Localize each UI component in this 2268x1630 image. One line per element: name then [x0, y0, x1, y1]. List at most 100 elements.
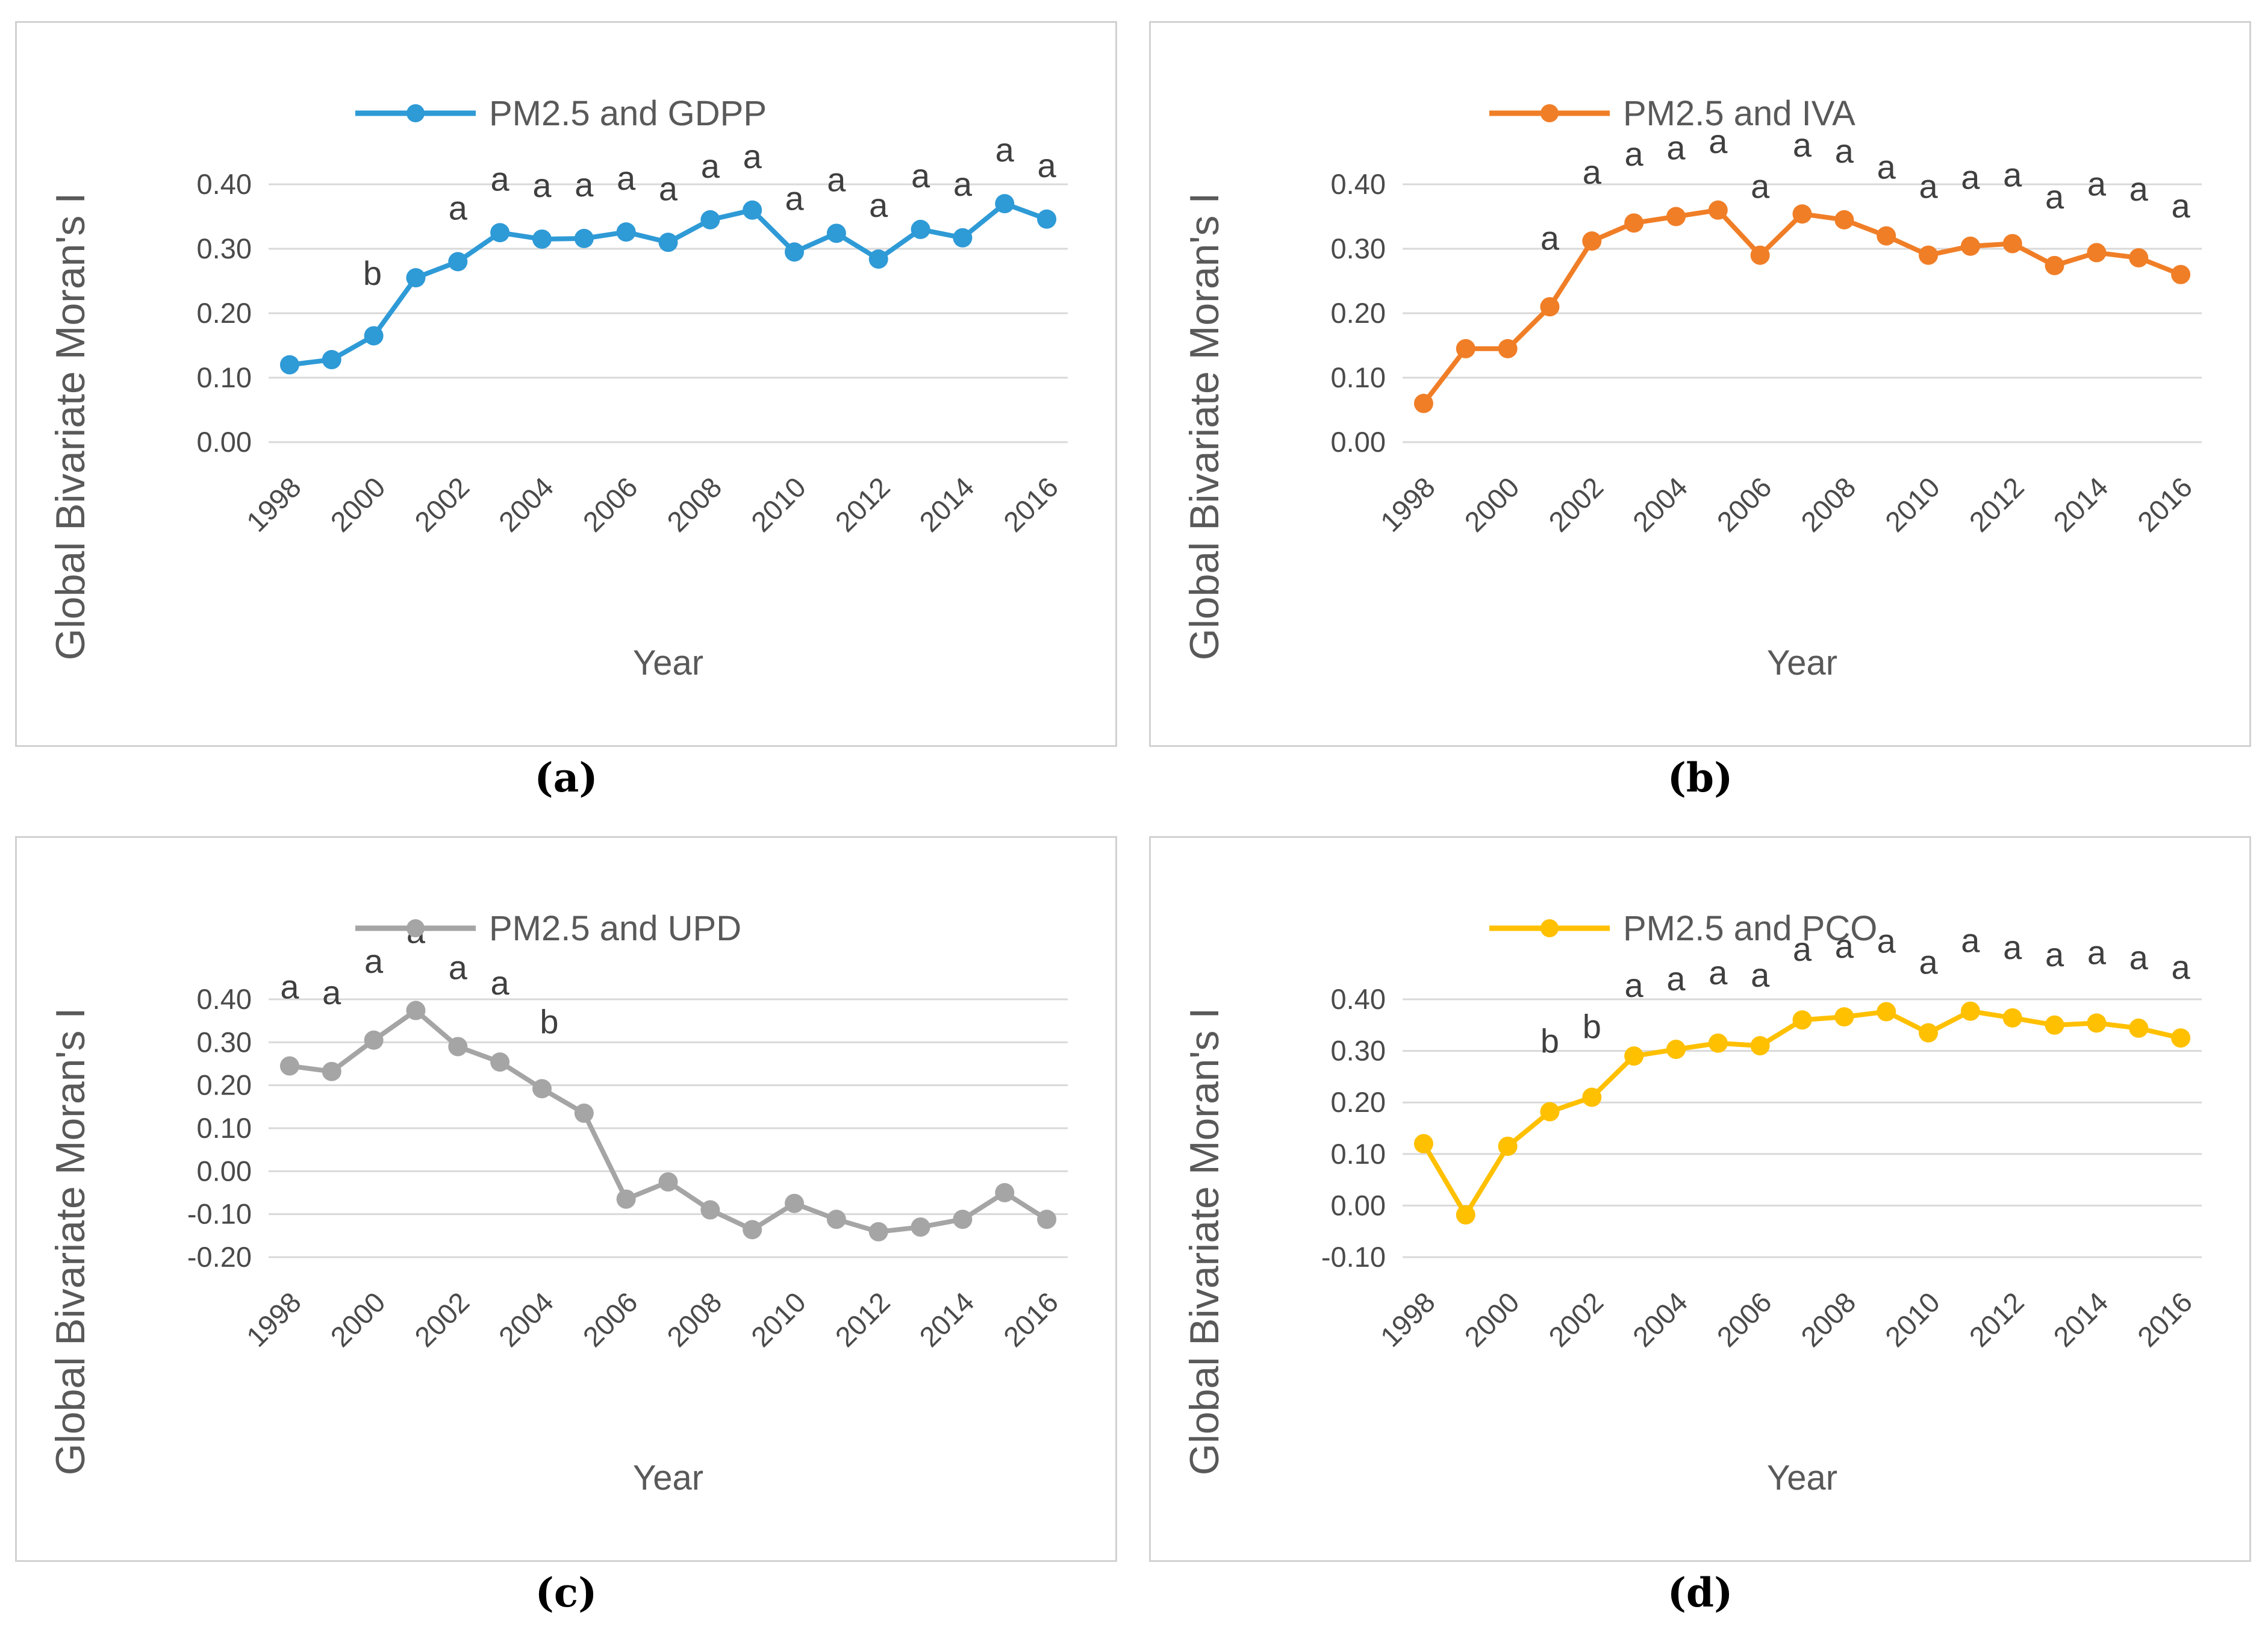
data-point	[700, 210, 720, 230]
annotation-letter: a	[2172, 187, 2191, 225]
data-point	[364, 1030, 384, 1050]
annotation-letter: a	[1877, 922, 1896, 960]
x-tick-label: 2000	[324, 1286, 391, 1353]
series-b	[1413, 200, 2191, 413]
data-point	[2045, 1015, 2064, 1035]
annotation-letter: a	[1835, 927, 1854, 965]
annotation-letter: a	[1835, 132, 1854, 170]
data-point	[1624, 1046, 1644, 1066]
y-tick-label: 0.10	[197, 361, 252, 393]
data-point	[1624, 213, 1644, 233]
x-tick-label: 2014	[2047, 471, 2114, 538]
data-point	[616, 1189, 636, 1209]
data-point	[826, 1210, 846, 1229]
annotation-letter: a	[1793, 930, 1812, 968]
y-tick-label: 0.00	[197, 1155, 252, 1187]
data-point	[658, 233, 678, 252]
annotation-letter: a	[1751, 167, 1770, 205]
chart-box-a: 0.40 0.30 0.20 0.10 0.00 1998 2000 2002 2004 2006…	[15, 21, 1117, 747]
x-tick-label: 2016	[2131, 1286, 2198, 1353]
x-axis-tick-labels: 1998 2000 2002 2004 2006 2008 2010 2012 2014 2016	[240, 1286, 1065, 1353]
annotation-letter: b	[1583, 1008, 1601, 1046]
data-point	[2002, 1008, 2022, 1028]
y-axis-title: Global Bivariate Moran's I	[1182, 193, 1227, 660]
data-point	[279, 355, 299, 375]
chart-box-d: 0.40 0.30 0.20 0.10 0.00 -0.10 1998 2000 2002 200…	[1149, 836, 2251, 1562]
x-tick-label: 2004	[493, 471, 559, 538]
data-point	[785, 242, 805, 262]
data-point	[322, 1061, 341, 1081]
legend-label: PM2.5 and PCO	[1623, 909, 1877, 948]
annotation-letter: a	[1793, 126, 1812, 164]
annotation-letter: a	[995, 131, 1015, 169]
data-point	[1792, 1010, 1812, 1030]
data-point	[279, 1056, 299, 1076]
data-point	[2087, 1013, 2107, 1033]
data-point	[868, 249, 888, 269]
panel-caption-d: (d)	[1667, 1569, 1733, 1616]
point-annotations: b ba a a aa a aaa a a a a a	[1541, 922, 2191, 1060]
data-point	[953, 228, 973, 248]
annotation-letter: a	[1961, 158, 1980, 196]
x-tick-label: 2014	[913, 471, 980, 538]
data-point	[1750, 245, 1770, 265]
gridlines	[1403, 998, 2202, 1258]
series-line	[287, 201, 1050, 367]
x-tick-label: 2000	[1458, 471, 1525, 538]
y-tick-label: 0.20	[197, 1069, 252, 1101]
data-point	[1877, 226, 1896, 246]
data-point	[1582, 231, 1602, 251]
x-tick-label: 2014	[913, 1286, 980, 1353]
y-tick-label: 0.00	[1331, 426, 1386, 458]
series-line	[287, 1008, 1050, 1234]
data-point	[1413, 393, 1433, 413]
x-tick-label: 2012	[1963, 471, 2030, 538]
annotation-letter: a	[449, 948, 468, 986]
series-c	[279, 1001, 1057, 1241]
annotation-letter: a	[1961, 922, 1980, 960]
data-point	[406, 1001, 426, 1020]
annotation-letter: a	[1541, 219, 1560, 257]
data-point	[1708, 200, 1728, 220]
legend-label: PM2.5 and UPD	[489, 909, 741, 948]
y-tick-label: 0.40	[197, 168, 252, 200]
annotation-letter: a	[1583, 153, 1602, 191]
x-tick-label: 2008	[661, 1286, 727, 1353]
x-axis-title: Year	[1767, 643, 1837, 682]
gridlines	[269, 183, 1068, 443]
x-tick-label: 2002	[1542, 471, 1609, 538]
x-axis-title: Year	[633, 643, 703, 682]
data-point	[322, 350, 341, 370]
y-tick-label: 0.00	[197, 426, 252, 458]
data-point	[574, 228, 594, 248]
data-point	[1037, 209, 1057, 229]
x-axis-tick-labels: 1998 2000 2002 2004 2006 2008 2010 2012 2014 2016	[1374, 471, 2199, 538]
y-axis-tick-labels: 0.40 0.30 0.20 0.10 0.00 -0.10	[1321, 983, 1386, 1273]
chart-canvas-a: 0.40 0.30 0.20 0.10 0.00 1998 2000 2002 2004 2006…	[48, 94, 1068, 682]
x-axis-tick-labels: 1998 2000 2002 2004 2006 2008 2010 2012 2014 2016	[1374, 1286, 2199, 1353]
x-axis-tick-labels: 1998 2000 2002 2004 2006 2008 2010 2012 2014 2016	[240, 471, 1065, 538]
data-point	[406, 268, 426, 288]
annotation-letter: a	[659, 169, 678, 207]
data-point	[953, 1210, 973, 1229]
annotation-letter: a	[785, 179, 804, 217]
panel-caption-c: (c)	[535, 1569, 597, 1616]
legend: PM2.5 and IVA	[1489, 94, 1855, 133]
chart-box-b: 0.40 0.30 0.20 0.10 0.00 1998 2000 2002 2004 2006…	[1149, 21, 2251, 747]
data-point	[1792, 204, 1812, 224]
data-point	[532, 1079, 552, 1099]
data-point	[364, 326, 384, 346]
annotation-letter: a	[2003, 928, 2022, 966]
data-point	[2129, 248, 2149, 267]
x-tick-label: 2012	[1963, 1286, 2030, 1353]
y-tick-label: -0.10	[187, 1198, 252, 1230]
panel-caption-a: (a)	[534, 754, 598, 801]
data-point	[911, 219, 930, 239]
data-point	[911, 1217, 930, 1237]
gridlines	[1403, 183, 2202, 443]
annotation-letter: a	[869, 186, 888, 224]
annotation-letter: a	[1751, 956, 1770, 994]
data-point	[2002, 234, 2022, 254]
data-point	[1037, 1210, 1057, 1229]
data-point	[2171, 1028, 2191, 1048]
